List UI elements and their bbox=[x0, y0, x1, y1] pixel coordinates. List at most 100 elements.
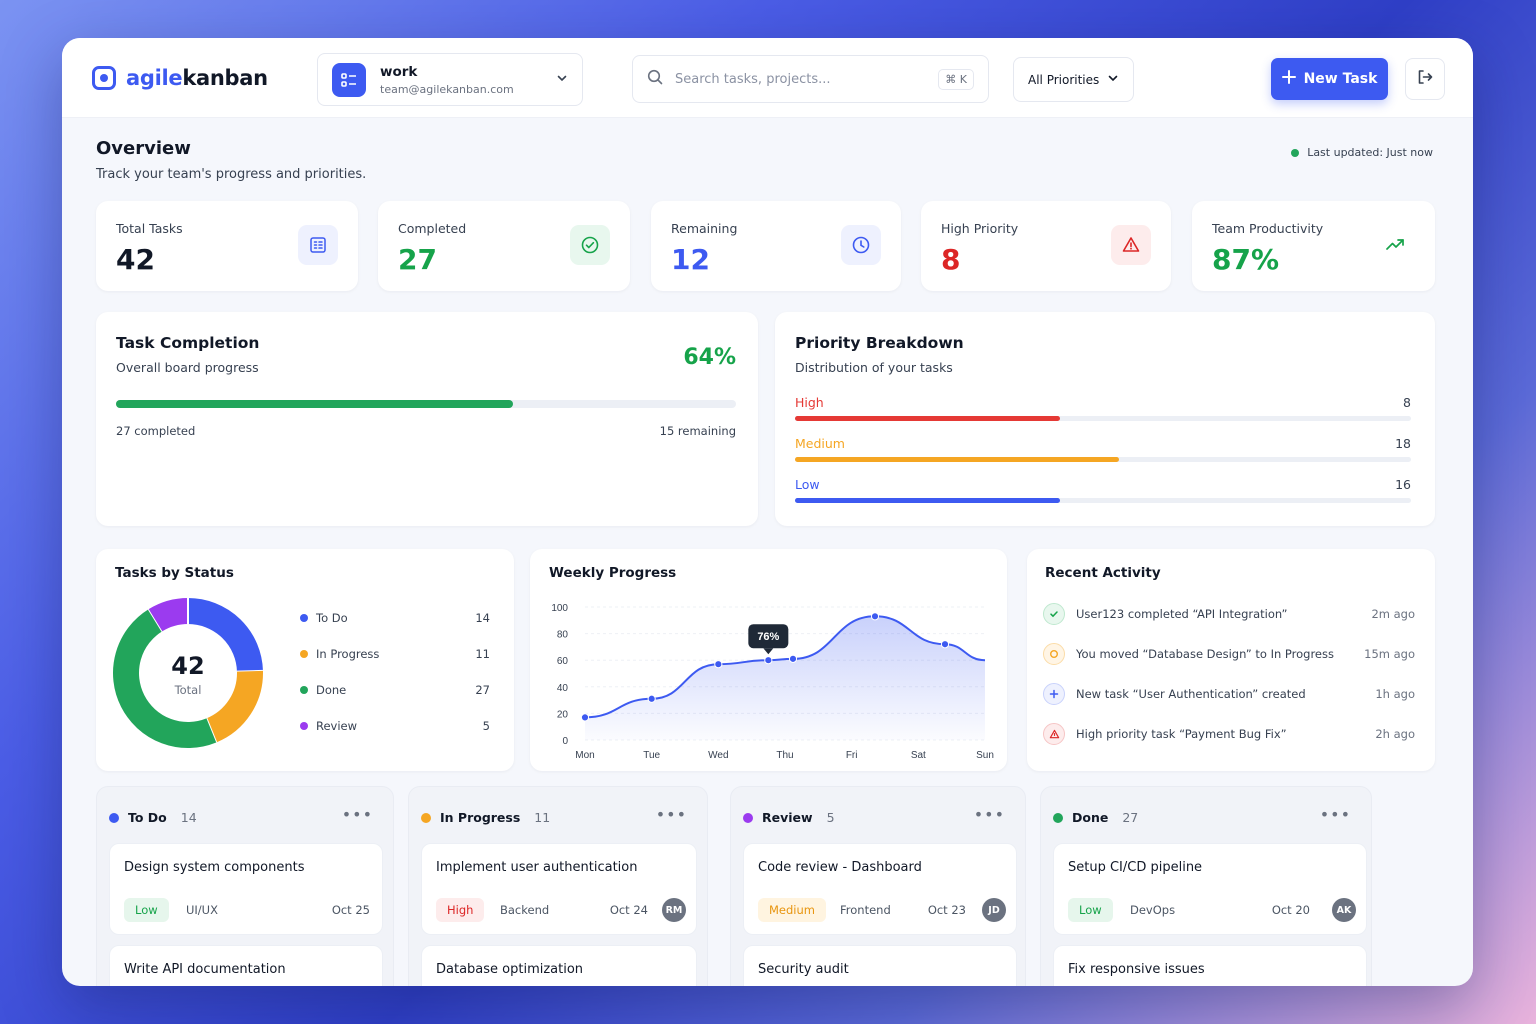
search-box[interactable]: ⌘ K bbox=[632, 55, 989, 103]
donut-segment-done bbox=[113, 609, 217, 748]
donut-segment-to-do bbox=[187, 598, 263, 673]
data-point bbox=[870, 612, 880, 621]
task-card[interactable]: Security audit bbox=[743, 945, 1017, 986]
search-input[interactable] bbox=[675, 71, 925, 87]
completion-percent: 64% bbox=[683, 345, 736, 370]
donut-segment-review bbox=[148, 598, 189, 632]
logout-button[interactable] bbox=[1405, 58, 1445, 100]
legend-item-done: Done 27 bbox=[300, 683, 490, 697]
more-icon[interactable]: ••• bbox=[341, 805, 373, 824]
y-tick-label: 60 bbox=[557, 656, 569, 667]
x-tick-label: Wed bbox=[708, 750, 728, 761]
activity-text: User123 completed “API Integration” bbox=[1076, 607, 1288, 621]
priority-bar-high bbox=[795, 416, 1411, 421]
priority-filter-dropdown[interactable]: All Priorities bbox=[1013, 57, 1134, 102]
board-column-in-progress: In Progress 11 ••• Implement user authen… bbox=[408, 786, 708, 986]
completed-count: 27 completed bbox=[116, 424, 196, 438]
activity-item[interactable]: New task “User Authentication” created 1… bbox=[1043, 683, 1415, 705]
y-tick-label: 20 bbox=[557, 709, 569, 720]
task-card[interactable]: Implement user authentication High Backe… bbox=[421, 843, 697, 935]
logout-icon bbox=[1416, 68, 1434, 90]
data-point bbox=[580, 713, 590, 722]
new-task-button[interactable]: New Task bbox=[1271, 58, 1388, 100]
app-name: agilekanban bbox=[126, 66, 268, 90]
search-shortcut: ⌘ K bbox=[938, 68, 974, 90]
activity-item[interactable]: User123 completed “API Integration” 2m a… bbox=[1043, 603, 1415, 625]
column-header: In Progress 11 bbox=[421, 810, 550, 825]
card-title: Tasks by Status bbox=[115, 565, 234, 581]
data-point bbox=[940, 640, 950, 649]
task-category: DevOps bbox=[1130, 903, 1176, 917]
y-tick-label: 0 bbox=[562, 736, 568, 747]
task-card[interactable]: Write API documentation bbox=[109, 945, 383, 986]
priority-count-high: 8 bbox=[1403, 395, 1411, 410]
chevron-down-icon bbox=[1107, 72, 1119, 87]
stat-label: Completed bbox=[398, 221, 467, 236]
task-date: Oct 25 bbox=[331, 903, 370, 917]
more-icon[interactable]: ••• bbox=[1319, 805, 1351, 824]
avatar[interactable]: JD bbox=[982, 898, 1006, 922]
stat-value: 87% bbox=[1212, 243, 1280, 276]
chart-title: Weekly Progress bbox=[549, 565, 677, 581]
y-tick-label: 40 bbox=[557, 683, 569, 694]
x-tick-label: Thu bbox=[776, 750, 793, 761]
avatar[interactable]: RM bbox=[662, 898, 686, 922]
column-count: 11 bbox=[534, 810, 551, 825]
priority-bar-high-fill bbox=[795, 416, 1060, 421]
legend-item-review: Review 5 bbox=[300, 719, 490, 733]
column-dot bbox=[1053, 812, 1063, 823]
task-date: Oct 24 bbox=[609, 903, 648, 917]
legend-dot bbox=[300, 614, 308, 622]
workspace-switcher[interactable]: work team@agilekanban.com bbox=[317, 53, 583, 106]
card-title: Recent Activity bbox=[1045, 565, 1161, 581]
tooltip-label: 76% bbox=[757, 631, 779, 643]
stat-card-total-tasks: Total Tasks 42 bbox=[96, 201, 358, 291]
legend-count: 11 bbox=[475, 647, 490, 661]
workspace-email: team@agilekanban.com bbox=[380, 82, 514, 96]
plus-icon bbox=[1043, 683, 1065, 705]
column-name: Review bbox=[762, 810, 813, 825]
task-card[interactable]: Fix responsive issues bbox=[1053, 945, 1367, 986]
y-tick-label: 80 bbox=[557, 630, 569, 641]
stat-label: Remaining bbox=[671, 221, 738, 236]
task-card[interactable]: Code review - Dashboard Medium Frontend … bbox=[743, 843, 1017, 935]
logo[interactable]: agilekanban bbox=[92, 66, 268, 90]
circle-icon bbox=[1043, 643, 1065, 665]
legend-label: Done bbox=[316, 683, 347, 697]
stat-card-team-productivity: Team Productivity 87% bbox=[1192, 201, 1435, 291]
last-updated-text: Last updated: Just now bbox=[1307, 146, 1433, 159]
task-card[interactable]: Design system components Low UI/UX Oct 2… bbox=[109, 843, 383, 935]
donut-segment-in-progress bbox=[205, 670, 263, 743]
priority-count-medium: 18 bbox=[1395, 436, 1411, 451]
activity-item[interactable]: You moved “Database Design” to In Progre… bbox=[1043, 643, 1415, 665]
plus-icon bbox=[1281, 70, 1296, 88]
priority-bar-medium-fill bbox=[795, 457, 1120, 462]
data-point bbox=[788, 654, 798, 663]
board-column-review: Review 5 ••• Code review - Dashboard Med… bbox=[730, 786, 1026, 986]
task-card[interactable]: Database optimization bbox=[421, 945, 697, 986]
remaining-count: 15 remaining bbox=[659, 424, 736, 438]
priority-breakdown-card: Priority Breakdown Distribution of your … bbox=[775, 312, 1435, 526]
live-status-dot bbox=[1291, 148, 1300, 157]
card-subtitle: Overall board progress bbox=[116, 360, 259, 375]
column-count: 5 bbox=[826, 810, 835, 825]
more-icon[interactable]: ••• bbox=[973, 805, 1005, 824]
more-icon[interactable]: ••• bbox=[655, 805, 687, 824]
activity-text: High priority task “Payment Bug Fix” bbox=[1076, 727, 1287, 741]
task-title: Setup CI/CD pipeline bbox=[1068, 860, 1203, 875]
weekly-progress-chart: 0 20 40 60 80 100 Mon Tue Wed Thu Fri Sat Sun 76% bbox=[551, 603, 994, 761]
check-icon bbox=[1043, 603, 1065, 625]
avatar[interactable]: AK bbox=[1332, 898, 1356, 922]
page-subtitle: Track your team's progress and prioritie… bbox=[96, 167, 367, 182]
column-count: 14 bbox=[180, 810, 197, 825]
priority-bar-low bbox=[795, 498, 1411, 503]
priority-label-low: Low bbox=[795, 477, 820, 492]
stat-card-remaining: Remaining 12 bbox=[651, 201, 901, 291]
board-column-done: Done 27 ••• Setup CI/CD pipeline Low Dev… bbox=[1040, 786, 1372, 986]
activity-item[interactable]: High priority task “Payment Bug Fix” 2h … bbox=[1043, 723, 1415, 745]
column-dot bbox=[109, 812, 119, 823]
task-card[interactable]: Setup CI/CD pipeline Low DevOps Oct 20 A… bbox=[1053, 843, 1367, 935]
legend-count: 27 bbox=[475, 683, 490, 697]
legend-count: 14 bbox=[475, 611, 490, 625]
legend-dot bbox=[300, 650, 308, 658]
